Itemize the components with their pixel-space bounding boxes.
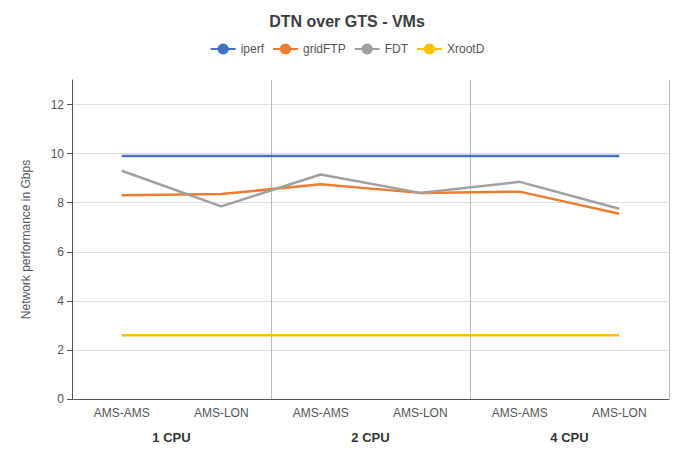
svg-text:AMS-AMS: AMS-AMS <box>293 406 349 420</box>
svg-text:AMS-LON: AMS-LON <box>194 406 249 420</box>
svg-text:FDT: FDT <box>385 42 409 56</box>
svg-text:AMS-AMS: AMS-AMS <box>492 406 548 420</box>
svg-text:12: 12 <box>51 98 65 112</box>
svg-text:AMS-LON: AMS-LON <box>393 406 448 420</box>
svg-text:XrootD: XrootD <box>447 42 485 56</box>
svg-text:2: 2 <box>57 343 64 357</box>
svg-text:6: 6 <box>57 245 64 259</box>
svg-text:gridFTP: gridFTP <box>303 42 346 56</box>
svg-text:4 CPU: 4 CPU <box>550 430 588 445</box>
svg-text:iperf: iperf <box>241 42 265 56</box>
svg-text:4: 4 <box>57 294 64 308</box>
svg-text:AMS-LON: AMS-LON <box>592 406 647 420</box>
svg-text:10: 10 <box>51 147 65 161</box>
svg-text:1 CPU: 1 CPU <box>152 430 190 445</box>
svg-text:DTN over GTS - VMs: DTN over GTS - VMs <box>269 13 425 30</box>
svg-text:AMS-AMS: AMS-AMS <box>94 406 150 420</box>
svg-text:2 CPU: 2 CPU <box>351 430 389 445</box>
svg-text:8: 8 <box>57 196 64 210</box>
svg-text:Network performance in Gbps: Network performance in Gbps <box>19 160 33 319</box>
svg-text:0: 0 <box>57 392 64 406</box>
